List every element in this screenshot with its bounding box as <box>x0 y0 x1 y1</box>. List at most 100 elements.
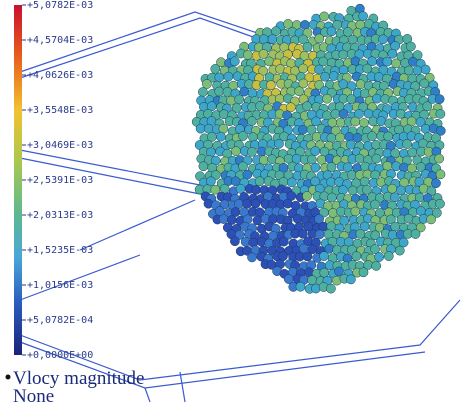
particle <box>367 131 378 141</box>
particle <box>298 78 309 89</box>
particle <box>302 42 313 52</box>
particle <box>314 64 324 75</box>
particle <box>335 117 346 128</box>
particle <box>354 153 365 164</box>
particle <box>343 27 353 37</box>
particle <box>370 244 380 254</box>
particle <box>195 123 206 134</box>
particle <box>252 215 263 226</box>
particle <box>206 176 216 187</box>
particle <box>426 214 436 225</box>
particle <box>387 48 398 59</box>
particle <box>435 169 446 180</box>
particle <box>278 236 289 247</box>
particle <box>311 131 322 142</box>
particle <box>246 116 257 126</box>
particle <box>319 11 330 22</box>
particle <box>374 252 385 262</box>
particle <box>298 124 308 135</box>
particle <box>422 101 433 112</box>
particle <box>218 214 229 224</box>
particle <box>359 118 369 128</box>
tick-label: +3,0469E-03 <box>27 140 93 151</box>
particle <box>370 199 380 210</box>
particle <box>264 56 275 67</box>
particle <box>398 237 409 248</box>
particle <box>292 213 303 224</box>
particle <box>362 184 372 195</box>
particle <box>435 109 446 119</box>
particle <box>355 229 366 239</box>
particle <box>412 65 423 76</box>
particle <box>350 206 361 217</box>
particle <box>406 41 416 52</box>
particle <box>326 177 336 188</box>
particle <box>310 146 321 156</box>
particle <box>242 199 252 209</box>
particle <box>351 251 362 261</box>
particle <box>390 192 400 203</box>
particle <box>402 139 412 149</box>
particle <box>254 176 265 187</box>
particle <box>314 214 324 224</box>
particle <box>338 49 349 60</box>
legend-title: Vlocy magnitude <box>13 368 144 389</box>
particle <box>432 208 442 218</box>
particle <box>306 124 317 135</box>
particle <box>298 34 308 45</box>
particle <box>275 64 286 74</box>
particle <box>394 245 405 256</box>
tick-label: +0,0000E+00 <box>27 350 93 361</box>
particle <box>410 229 421 239</box>
tick-label: +1,5235E-03 <box>27 245 93 256</box>
particle <box>298 229 308 239</box>
particle <box>326 283 336 294</box>
particle <box>326 133 337 143</box>
particle <box>314 80 324 90</box>
particle <box>359 176 370 187</box>
particle <box>355 79 366 90</box>
tick-label: +2,0313E-03 <box>27 210 93 221</box>
particle <box>336 206 346 217</box>
bullet <box>5 374 11 380</box>
particle <box>327 192 337 203</box>
particle <box>229 56 240 67</box>
particle <box>346 94 357 104</box>
particle <box>434 94 445 104</box>
particle <box>435 125 446 136</box>
particle <box>338 109 349 119</box>
particle <box>346 274 356 285</box>
particle <box>415 222 426 233</box>
particle <box>350 116 361 127</box>
particle <box>338 79 349 90</box>
particle <box>202 79 212 89</box>
particle <box>198 161 209 172</box>
particle <box>372 93 382 104</box>
particle <box>258 49 269 59</box>
particle <box>238 131 248 141</box>
particle <box>234 94 245 105</box>
particle <box>412 50 423 60</box>
particle <box>247 102 257 112</box>
particle <box>334 266 344 277</box>
particle <box>383 251 394 261</box>
particle <box>431 178 441 189</box>
particle <box>285 102 296 113</box>
particle <box>247 146 257 157</box>
particle <box>214 72 225 83</box>
particle <box>214 86 225 97</box>
particle <box>322 93 332 104</box>
particle <box>242 50 253 60</box>
particle <box>274 138 284 149</box>
particle <box>335 132 345 143</box>
particle <box>420 64 431 75</box>
tick-label: +1,0156E-03 <box>27 280 93 291</box>
particle <box>319 251 329 261</box>
particle <box>434 153 445 164</box>
particle <box>346 170 357 180</box>
particle <box>376 116 387 126</box>
particle <box>298 63 309 74</box>
particle <box>210 184 221 195</box>
particle <box>418 138 428 149</box>
